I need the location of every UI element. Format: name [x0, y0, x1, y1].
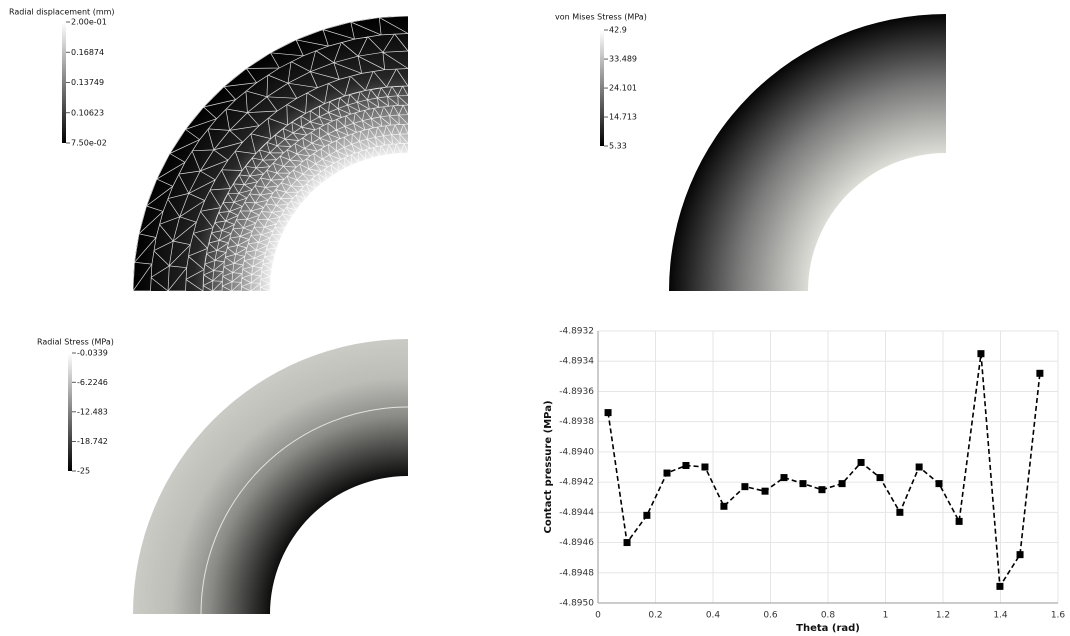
colorbar-tick-label: 33.489: [609, 55, 637, 64]
x-tick-label: 0: [595, 611, 601, 621]
marker: [977, 350, 985, 358]
y-tick-label: -4.8948: [559, 568, 594, 578]
marker: [623, 539, 631, 547]
y-tick-label: -4.8940: [559, 447, 594, 457]
marker: [818, 486, 826, 494]
marker: [643, 511, 651, 519]
marker: [1036, 369, 1044, 377]
colorbar-tick-label: 14.713: [609, 113, 637, 122]
marker: [876, 474, 884, 482]
colorbar-tick-label: -25: [77, 467, 90, 476]
marker: [701, 463, 709, 471]
y-axis-title: Contact pressure (MPa): [543, 400, 554, 533]
marker: [896, 508, 904, 516]
colorbar-tick-label: 5.33: [609, 142, 627, 151]
annulus: [669, 14, 946, 291]
marker: [604, 409, 612, 417]
colorbar-tick-label: -18.742: [77, 437, 108, 446]
colorbar: [68, 353, 72, 471]
x-tick-label: 0.4: [706, 611, 721, 621]
marker: [996, 582, 1004, 590]
y-tick-label: -4.8934: [559, 357, 594, 367]
colorbar-tick-label: -12.483: [77, 407, 108, 416]
colorbar-tick-label: 0.13749: [71, 78, 104, 87]
line: [607, 353, 1041, 589]
colorbar-tick-label: -0.0339: [77, 349, 108, 358]
marker: [838, 480, 846, 488]
marker: [663, 469, 671, 477]
y-tick-label: -4.8944: [559, 508, 594, 518]
marker: [761, 487, 769, 495]
x-tick-label: 1.4: [993, 611, 1008, 621]
y-tick-label: -4.8942: [559, 478, 594, 488]
marker: [857, 458, 865, 466]
x-tick-label: 0.6: [763, 611, 778, 621]
marker: [935, 480, 943, 488]
x-tick-label: 1.6: [1051, 611, 1066, 621]
colorbar-title: von Mises Stress (MPa): [555, 13, 647, 22]
colorbar-tick-label: 42.9: [609, 26, 627, 35]
colorbar: [62, 22, 66, 143]
y-tick-label: -4.8946: [559, 538, 594, 548]
x-tick-label: 1.2: [936, 611, 950, 621]
marker: [682, 461, 690, 469]
marker: [720, 502, 728, 510]
x-axis-title: Theta (rad): [796, 623, 860, 634]
x-tick-label: 0.2: [648, 611, 662, 621]
colorbar-title: Radial Stress (MPa): [37, 338, 114, 347]
colorbar-title: Radial displacement (mm): [9, 8, 115, 17]
marker: [955, 517, 963, 525]
colorbar-tick-label: 2.00e-01: [71, 18, 107, 27]
colorbar-tick-label: 0.16874: [71, 48, 104, 57]
marker: [741, 483, 749, 491]
marker: [915, 463, 923, 471]
colorbar-tick-label: 0.10623: [71, 108, 104, 117]
y-tick-label: -4.8932: [559, 327, 594, 337]
colorbar-tick-label: 7.50e-02: [71, 139, 107, 148]
y-tick-label: -4.8936: [559, 387, 594, 397]
y-tick-label: -4.8938: [559, 417, 594, 427]
marker: [1016, 551, 1024, 559]
x-tick-label: 1: [883, 611, 889, 621]
colorbar-tick-label: -6.2246: [77, 378, 108, 387]
y-tick-label: -4.8950: [559, 599, 594, 609]
annulus: [133, 339, 408, 614]
marker: [799, 480, 807, 488]
x-tick-label: 0.8: [821, 611, 836, 621]
marker: [780, 474, 788, 482]
colorbar: [600, 30, 604, 146]
colorbar-tick-label: 24.101: [609, 84, 637, 93]
